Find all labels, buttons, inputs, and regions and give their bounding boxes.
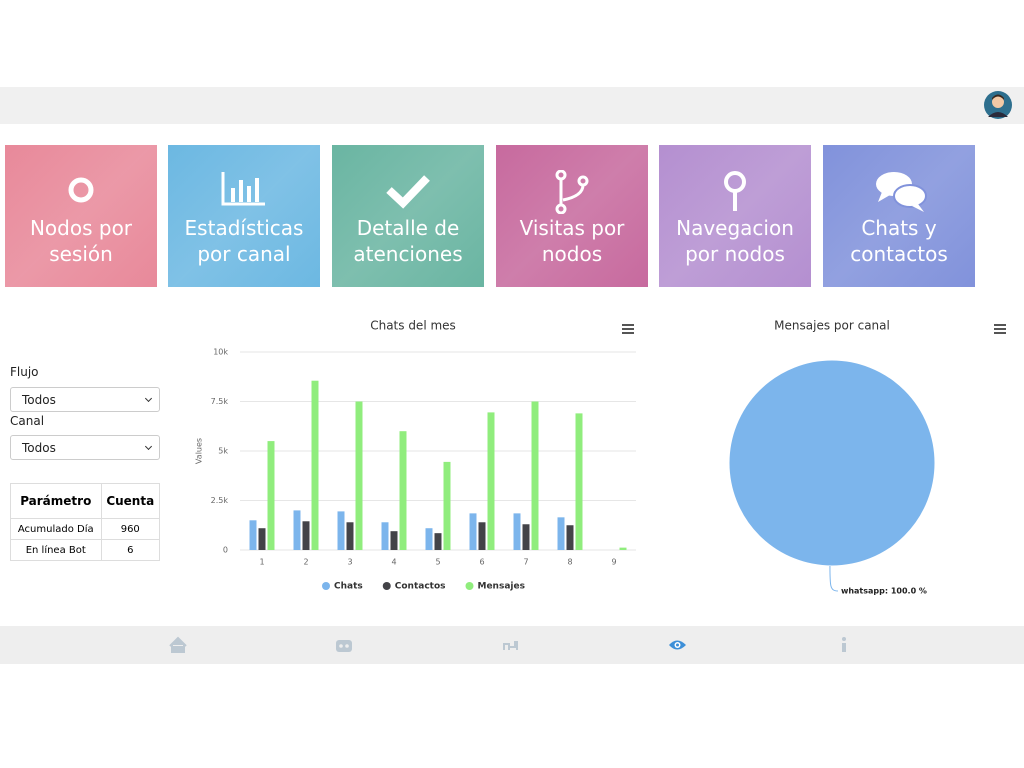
bar <box>619 547 627 550</box>
legend-label: Mensajes <box>478 582 525 592</box>
bar <box>487 412 495 550</box>
chart-title: Mensajes por canal <box>774 319 890 333</box>
legend-marker <box>465 582 474 590</box>
tile[interactable]: Chats y contactos <box>823 145 975 287</box>
charts: Chats del mes Values 0 2.5k 5k 7.5k 10k 1 2 3 4 5 6 7… <box>195 319 1006 595</box>
legend-item[interactable]: Mensajes <box>465 582 525 592</box>
bar <box>425 528 433 550</box>
nav-home[interactable] <box>169 636 187 653</box>
tile-icon <box>876 172 927 212</box>
x-tick-label: 1 <box>259 558 264 567</box>
y-tick-label: 10k <box>213 348 228 357</box>
y-tick-label: 5k <box>218 447 228 456</box>
nav-flow[interactable] <box>503 641 518 650</box>
bar <box>249 520 257 550</box>
nav-eye[interactable] <box>669 640 686 650</box>
bar <box>557 517 565 550</box>
legend-marker <box>382 582 391 590</box>
bar <box>478 522 486 550</box>
tile[interactable]: Detalle de atenciones <box>332 145 484 287</box>
bar <box>469 513 477 550</box>
bar <box>311 380 319 550</box>
tile-icon <box>724 171 746 211</box>
label-connector <box>829 565 838 592</box>
tile[interactable]: Nodos por sesión <box>5 145 157 287</box>
bar <box>531 401 539 550</box>
x-tick-label: 8 <box>567 558 572 567</box>
tile-label: Navegacion por nodos <box>676 216 794 266</box>
y-tick-label: 7.5k <box>211 397 229 406</box>
tile-icon <box>386 175 430 209</box>
bar <box>513 513 521 550</box>
bar <box>381 522 389 550</box>
tile[interactable]: Visitas por nodos <box>496 145 648 287</box>
param-table: Parámetro Cuenta Acumulado Día 960 En líne… <box>10 483 161 561</box>
x-tick-label: 5 <box>435 558 440 567</box>
filter-label: Flujo <box>10 365 39 379</box>
bar <box>390 531 398 550</box>
tile[interactable]: Navegacion por nodos <box>659 145 811 287</box>
x-tick-label: 7 <box>523 558 528 567</box>
bar <box>302 521 310 550</box>
avatar[interactable] <box>984 91 1012 119</box>
x-tick-label: 4 <box>391 558 396 567</box>
tile-label: Nodos por sesión <box>29 216 133 266</box>
bar <box>575 413 583 550</box>
chart-title: Chats del mes <box>370 319 456 333</box>
bar <box>399 431 407 550</box>
legend-item[interactable]: Chats <box>322 582 363 592</box>
menu-icon[interactable] <box>994 324 1006 334</box>
y-axis-title: Values <box>195 438 204 464</box>
filter-select[interactable]: Todos <box>10 435 160 460</box>
tile-icon <box>555 170 589 214</box>
table-cell: 6 <box>100 539 161 561</box>
pie-slice <box>728 359 936 567</box>
bar <box>566 525 574 550</box>
menu-icon[interactable] <box>622 324 634 334</box>
y-tick-label: 2.5k <box>211 496 229 505</box>
filter-select[interactable]: Todos <box>10 387 160 412</box>
legend-label: Contactos <box>395 582 446 592</box>
nav-bot[interactable] <box>336 640 352 652</box>
tile-label: Detalle de atenciones <box>353 216 463 266</box>
filter-label: Canal <box>10 414 45 428</box>
tile-icon <box>68 177 94 203</box>
x-tick-label: 6 <box>479 558 484 567</box>
bar <box>355 401 363 550</box>
legend-item[interactable]: Contactos <box>382 582 446 592</box>
bottom-nav <box>0 626 1024 664</box>
nav-icons <box>169 636 846 653</box>
bar <box>434 533 442 550</box>
bar <box>293 510 301 550</box>
top-bar <box>0 87 1024 124</box>
nav-info[interactable] <box>842 637 846 652</box>
tile-label: Chats y contactos <box>850 216 948 266</box>
bar <box>258 528 266 550</box>
tile[interactable]: Estadísticas por canal <box>168 145 320 287</box>
x-tick-label: 9 <box>611 558 616 567</box>
legend-label: Chats <box>334 582 363 592</box>
bar <box>346 522 354 550</box>
y-tick-label: 0 <box>223 546 228 555</box>
x-tick-label: 3 <box>347 558 352 567</box>
bar <box>337 511 345 550</box>
bar <box>522 524 530 550</box>
bar <box>267 441 275 550</box>
tile-label: Estadísticas por canal <box>184 216 304 266</box>
bar <box>443 461 451 550</box>
tile-label: Visitas por nodos <box>519 216 625 266</box>
legend-marker <box>322 582 330 590</box>
x-tick-label: 2 <box>303 558 308 567</box>
data-label: whatsapp: 100.0 % <box>841 586 927 595</box>
tile-icon <box>221 172 265 206</box>
